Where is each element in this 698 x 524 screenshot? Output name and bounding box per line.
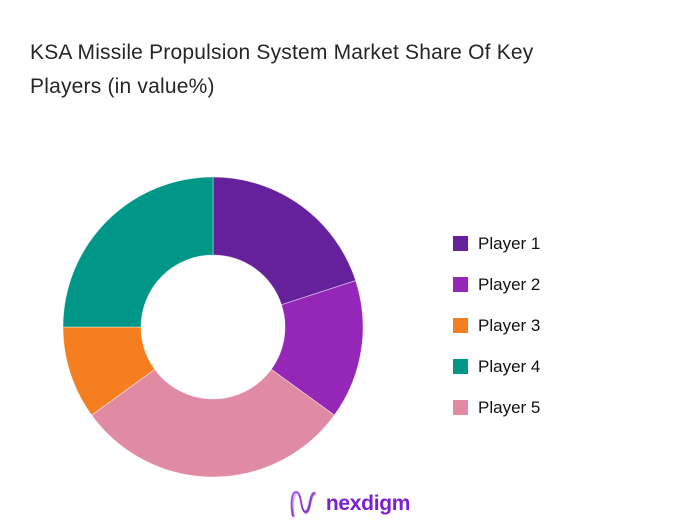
legend-item: Player 3	[453, 315, 541, 335]
legend-swatch	[453, 359, 468, 374]
brand-footer: nexdigm	[288, 486, 410, 522]
legend-swatch	[453, 318, 468, 333]
legend-item: Player 4	[453, 356, 541, 376]
legend-swatch	[453, 236, 468, 251]
donut-segment-player-1	[212, 176, 357, 306]
legend-swatch	[453, 277, 468, 292]
chart-title-line2: Players (in value%)	[30, 75, 215, 98]
donut-chart	[0, 160, 430, 500]
legend-label: Player 4	[478, 356, 541, 376]
nexdigm-logo-icon	[290, 490, 316, 518]
donut-chart-svg	[62, 176, 364, 478]
legend-label: Player 3	[478, 315, 541, 335]
legend-item: Player 5	[453, 397, 541, 417]
legend-item: Player 2	[453, 274, 541, 294]
legend-label: Player 2	[478, 274, 541, 294]
donut-segment-player-4	[62, 176, 214, 328]
legend-swatch	[453, 400, 468, 415]
legend-item: Player 1	[453, 233, 541, 253]
brand-wordmark: nexdigm	[325, 492, 411, 515]
chart-title: KSA Missile Propulsion System Market Sha…	[30, 36, 660, 104]
legend-label: Player 1	[478, 233, 541, 253]
legend: Player 1 Player 2 Player 3 Player 4 Player 5	[453, 233, 541, 441]
chart-title-line1: KSA Missile Propulsion System Market Sha…	[30, 41, 534, 64]
donut-segment-player-5	[91, 368, 335, 478]
legend-label: Player 5	[478, 397, 541, 417]
